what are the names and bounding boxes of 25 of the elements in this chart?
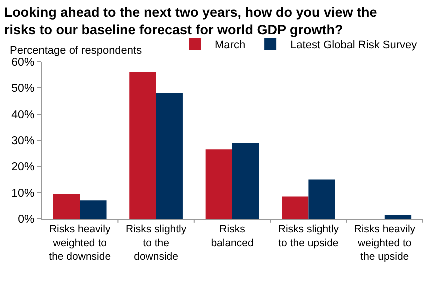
y-tick-label: 10%: [12, 188, 35, 200]
bar: [206, 150, 232, 219]
y-tick-label: 60%: [12, 57, 35, 70]
y-tick-label: 50%: [12, 83, 35, 96]
x-tick-label: Risks balanced: [211, 224, 254, 250]
legend-label: Latest Global Risk Survey: [290, 40, 418, 52]
bar: [156, 93, 183, 219]
y-tick-label: 30%: [12, 136, 35, 148]
bar: [232, 143, 260, 219]
bar: [384, 215, 412, 219]
bar: [53, 194, 80, 219]
bar: [308, 180, 336, 219]
y-tick-label: 20%: [12, 162, 35, 174]
y-tick-label: 0%: [18, 214, 35, 226]
legend-label: March: [215, 40, 246, 52]
y-axis-title: Percentage of respondents: [10, 45, 143, 57]
bar: [130, 72, 156, 219]
x-tick-label: Risks slightly to the upside: [278, 224, 340, 250]
bar: [80, 200, 107, 219]
x-tick-label: Risks heavily weighted to the upside: [354, 224, 416, 263]
x-tick-label: Risks heavily weighted to the downside: [49, 224, 112, 263]
bar: [282, 196, 309, 219]
y-tick-label: 40%: [12, 109, 35, 122]
x-tick-label: Risks slightly to the downside: [126, 224, 188, 263]
chart-title: Looking ahead to the next two years, how do you view the risks to our baseline forecast for world GDP growth?: [4, 4, 378, 38]
